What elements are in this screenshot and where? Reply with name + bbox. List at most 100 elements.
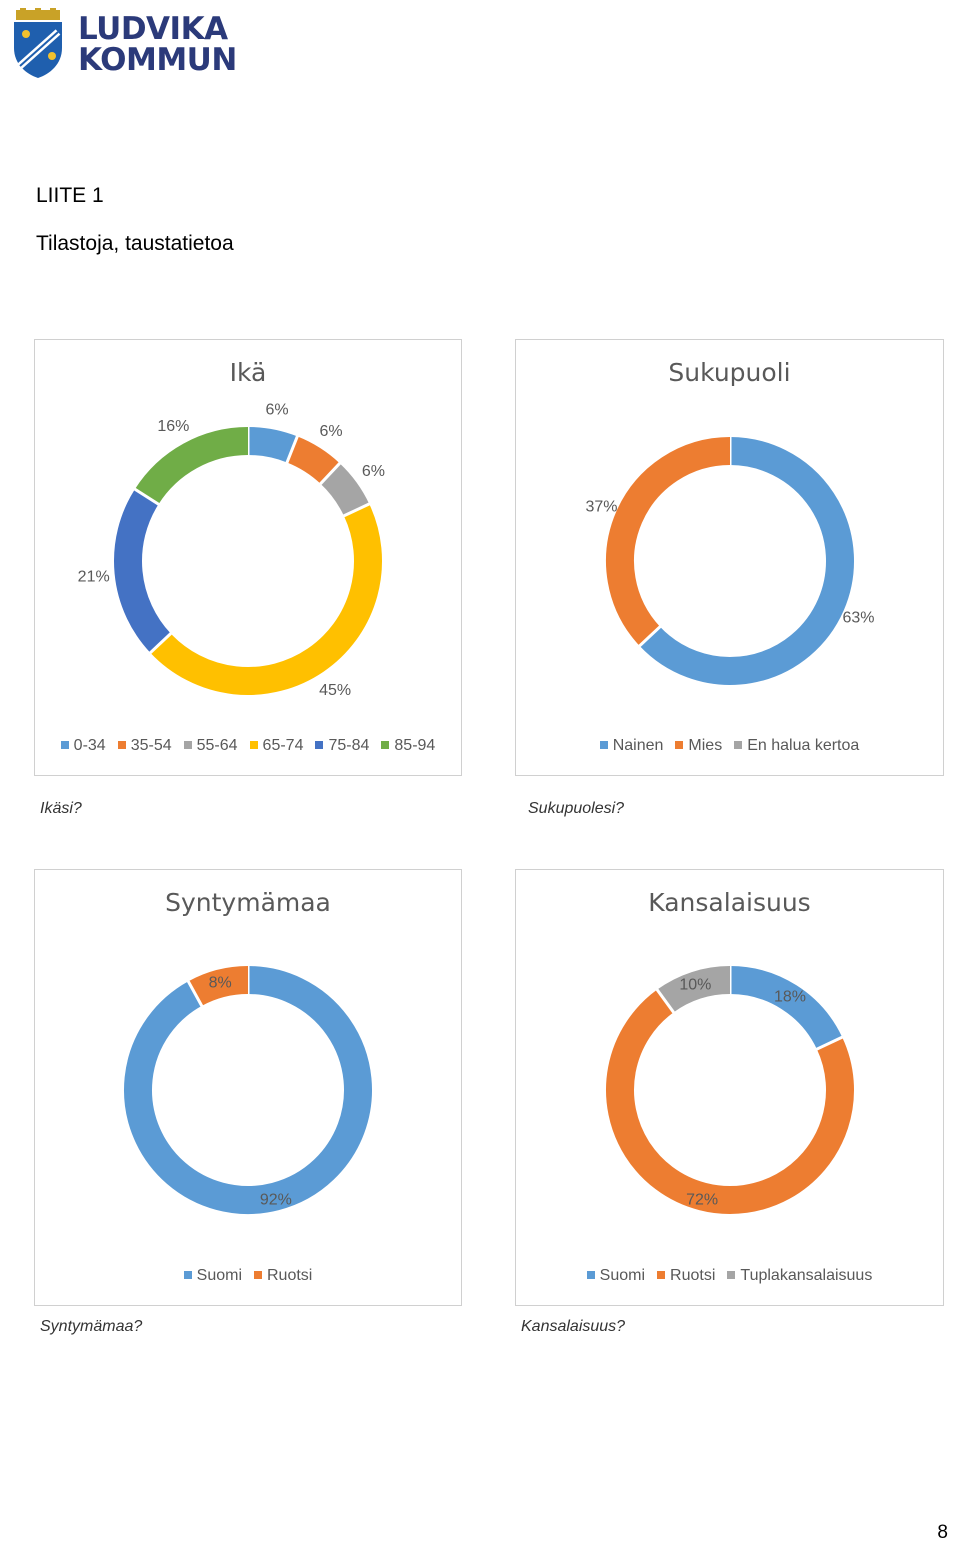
legend-label: 75-84: [328, 737, 370, 754]
legend-swatch: [586, 1271, 595, 1279]
slice-separator: [815, 1035, 844, 1051]
donut-slice-Suomi: [729, 966, 843, 1050]
slice-separator: [186, 979, 204, 1008]
donut-slice-35-54: [286, 436, 340, 485]
chart-legend: Suomi Ruotsi: [35, 1267, 461, 1285]
donut-slice-55-64: [320, 463, 370, 517]
legend-item: Nainen: [599, 737, 664, 755]
chart-title: Syntymämaa: [165, 888, 331, 917]
legend-swatch: [254, 1271, 262, 1279]
page-number: 8: [937, 1522, 948, 1543]
legend-swatch: [315, 741, 324, 749]
legend-label: 0-34: [73, 737, 106, 754]
legend-item: 65-74: [249, 737, 304, 755]
caption-citizenship: Kansalaisuus?: [521, 1318, 626, 1335]
chart-citizenship-svg: 18% 72% 10%: [606, 965, 854, 1214]
legend-swatch: [249, 741, 258, 749]
legend-label: Suomi: [599, 1267, 646, 1284]
data-label-85-94: 16%: [157, 418, 189, 435]
chart-legend: Nainen Mies En halua kertoa: [516, 737, 943, 755]
legend-swatch: [60, 741, 69, 749]
data-label-Suomi: 92%: [260, 1191, 292, 1208]
page-subheading: Tilastoja, taustatietoa: [36, 232, 234, 255]
slice-separator: [133, 487, 161, 507]
slice-separator: [148, 631, 173, 655]
municipality-logo: LUDVIKA KOMMUN: [10, 8, 237, 84]
data-label-Ruotsi: 8%: [209, 975, 232, 992]
data-label-65-74: 45%: [319, 682, 351, 699]
coat-of-arms-icon: [14, 8, 62, 78]
data-label-Mies: 37%: [585, 498, 617, 515]
legend-item: Mies: [675, 737, 722, 755]
donut-slice-Ruotsi: [188, 966, 249, 1007]
legend-swatch: [734, 741, 743, 749]
donut-slice-Tuplakansalaisuus: [657, 966, 731, 1013]
legend-label: Ruotsi: [670, 1267, 716, 1284]
chart-legend: 0-34 35-54 55-64 65-74 75-84 85-94: [35, 737, 461, 755]
legend-swatch: [727, 1271, 736, 1279]
legend-swatch: [381, 741, 390, 749]
slice-separator: [318, 461, 342, 486]
chart-birth-country: Syntymämaa 92% 8% Suomi Ruotsi: [34, 869, 462, 1306]
legend-item: Ruotsi: [254, 1267, 312, 1285]
legend-label: 55-64: [196, 737, 238, 754]
chart-birth-country-svg: 92% 8%: [124, 965, 372, 1214]
data-label-Suomi: 18%: [774, 988, 806, 1005]
legend-swatch: [599, 741, 608, 749]
slice-separator: [342, 502, 371, 518]
data-label-35-54: 6%: [319, 423, 342, 440]
chart-title: Sukupuoli: [668, 358, 791, 387]
legend-item: 0-34: [60, 737, 106, 755]
donut-slice-65-74: [150, 503, 382, 695]
chart-gender: Sukupuoli 63% 37% Nainen Mies En halua kert…: [515, 339, 944, 776]
logo-text-line2: KOMMUN: [78, 42, 237, 78]
legend-label: Ruotsi: [267, 1267, 313, 1284]
legend-label: Tuplakansalaisuus: [740, 1267, 873, 1284]
chart-citizenship: Kansalaisuus 18% 72% 10% Suomi Ruotsi Tuplak…: [515, 869, 944, 1306]
legend-item: 55-64: [183, 737, 238, 755]
data-label-Nainen: 63%: [842, 610, 874, 627]
legend-item: Ruotsi: [657, 1267, 715, 1285]
legend-label: Nainen: [612, 737, 664, 754]
donut-slice-Nainen: [639, 437, 854, 685]
data-label-75-84: 21%: [78, 569, 110, 586]
legend-label: 85-94: [394, 737, 436, 754]
legend-item: 35-54: [117, 737, 172, 755]
legend-label: Suomi: [196, 1267, 242, 1284]
data-label-Ruotsi: 72%: [686, 1191, 718, 1208]
chart-legend: Suomi Ruotsi Tuplakansalaisuus: [516, 1267, 943, 1285]
donut-slice-85-94: [134, 427, 249, 505]
logo-text-line1: LUDVIKA: [78, 11, 228, 47]
legend-label: En halua kertoa: [747, 737, 860, 754]
donut-slice-Mies: [606, 437, 731, 646]
legend-swatch: [117, 741, 126, 749]
legend-item: 75-84: [315, 737, 369, 755]
caption-birth-country: Syntymämaa?: [40, 1318, 143, 1335]
caption-age: Ikäsi?: [40, 800, 82, 817]
legend-item: En halua kertoa: [734, 737, 859, 755]
legend-label: Mies: [688, 737, 723, 754]
chart-age-svg: 6% 6% 6% 45% 21% 16%: [78, 402, 385, 699]
chart-age: Ikä 6% 6% 6% 45% 21% 16% 0-34 35-54 55-64 65-74 7…: [34, 339, 462, 776]
chart-title: Kansalaisuus: [648, 888, 811, 917]
donut-slice-Suomi: [124, 966, 372, 1214]
slice-separator: [285, 434, 300, 464]
caption-gender: Sukupuolesi?: [528, 800, 625, 817]
legend-swatch: [183, 741, 192, 749]
legend-swatch: [675, 741, 684, 749]
data-label-Tuplakansalaisuus: 10%: [679, 976, 711, 993]
slice-separator: [637, 624, 662, 648]
legend-item: Suomi: [586, 1267, 646, 1285]
page-heading: LIITE 1: [36, 184, 104, 207]
legend-label: 65-74: [262, 737, 304, 754]
legend-label: 35-54: [130, 737, 172, 754]
chart-gender-svg: 63% 37%: [585, 436, 875, 685]
legend-item: 85-94: [381, 737, 435, 755]
slice-separator: [655, 987, 676, 1015]
legend-swatch: [183, 1271, 192, 1279]
legend-item: Tuplakansalaisuus: [727, 1267, 872, 1285]
chart-title: Ikä: [229, 358, 267, 387]
donut-slice-Ruotsi: [606, 989, 854, 1214]
legend-swatch: [657, 1271, 666, 1279]
data-label-55-64: 6%: [362, 463, 385, 480]
